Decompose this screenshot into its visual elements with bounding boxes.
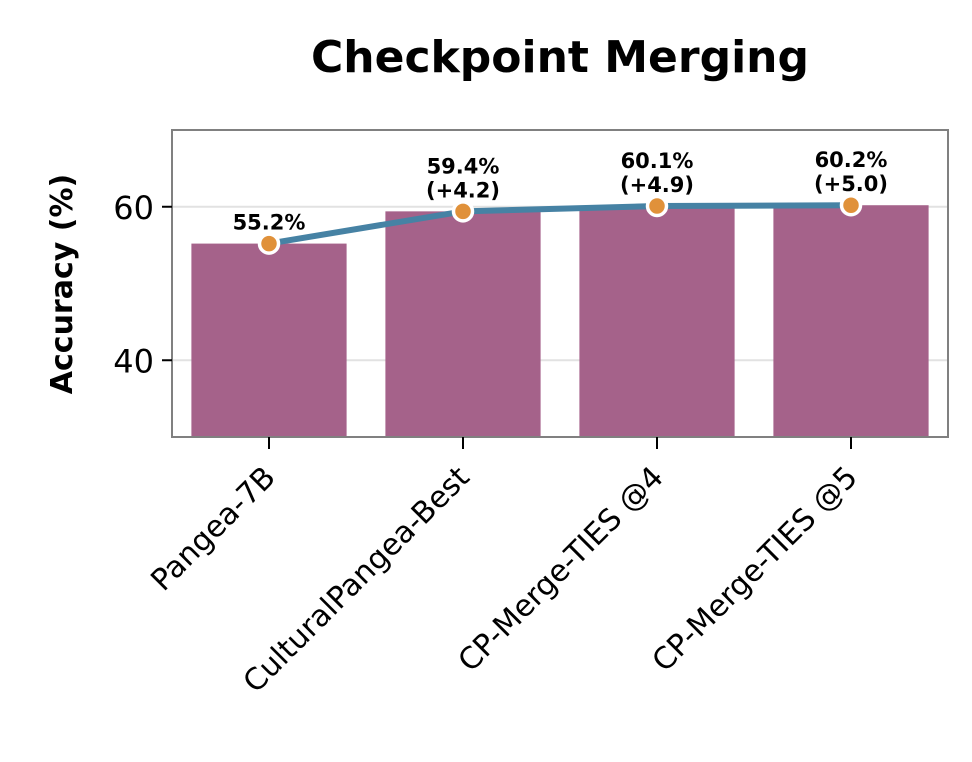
bar xyxy=(191,243,347,437)
x-tick-label: CP-Merge-TIES @4 xyxy=(452,460,671,679)
data-label: 59.4% xyxy=(427,154,500,178)
line-series xyxy=(268,202,852,247)
x-tick-label: CP-Merge-TIES @5 xyxy=(646,460,865,679)
y-tick-label: 40 xyxy=(113,342,154,380)
data-label: 60.2% xyxy=(815,148,888,172)
plot-frame xyxy=(171,129,949,438)
markers xyxy=(257,193,863,255)
data-label: 55.2% xyxy=(233,211,306,235)
data-point-marker xyxy=(257,232,281,255)
bars xyxy=(191,205,929,437)
y-tick-label: 60 xyxy=(113,189,154,227)
data-point-marker xyxy=(451,200,475,223)
x-tick-label: Pangea-7B xyxy=(144,460,282,598)
bar xyxy=(579,205,735,437)
chart-title: Checkpoint Merging xyxy=(311,32,809,83)
data-label: 60.1% xyxy=(621,149,694,173)
x-tick-label: CulturalPangea-Best xyxy=(237,460,477,700)
data-label: (+4.2) xyxy=(426,178,500,202)
trend-line xyxy=(268,202,852,247)
bar xyxy=(773,205,929,437)
data-point-marker xyxy=(839,193,863,217)
x-axis-ticks: Pangea-7BCulturalPangea-BestCP-Merge-TIE… xyxy=(144,437,865,700)
y-axis-label: Accuracy (%) xyxy=(45,174,80,394)
bar xyxy=(385,211,541,437)
data-point-marker xyxy=(645,194,669,218)
data-labels: 55.2% 59.4%(+4.2) 60.1%(+4.9) 60.2%(+5.0) xyxy=(233,148,888,234)
y-axis-ticks: 40 60 xyxy=(113,189,172,380)
data-label: (+4.9) xyxy=(620,173,694,197)
data-label: (+5.0) xyxy=(814,172,888,196)
